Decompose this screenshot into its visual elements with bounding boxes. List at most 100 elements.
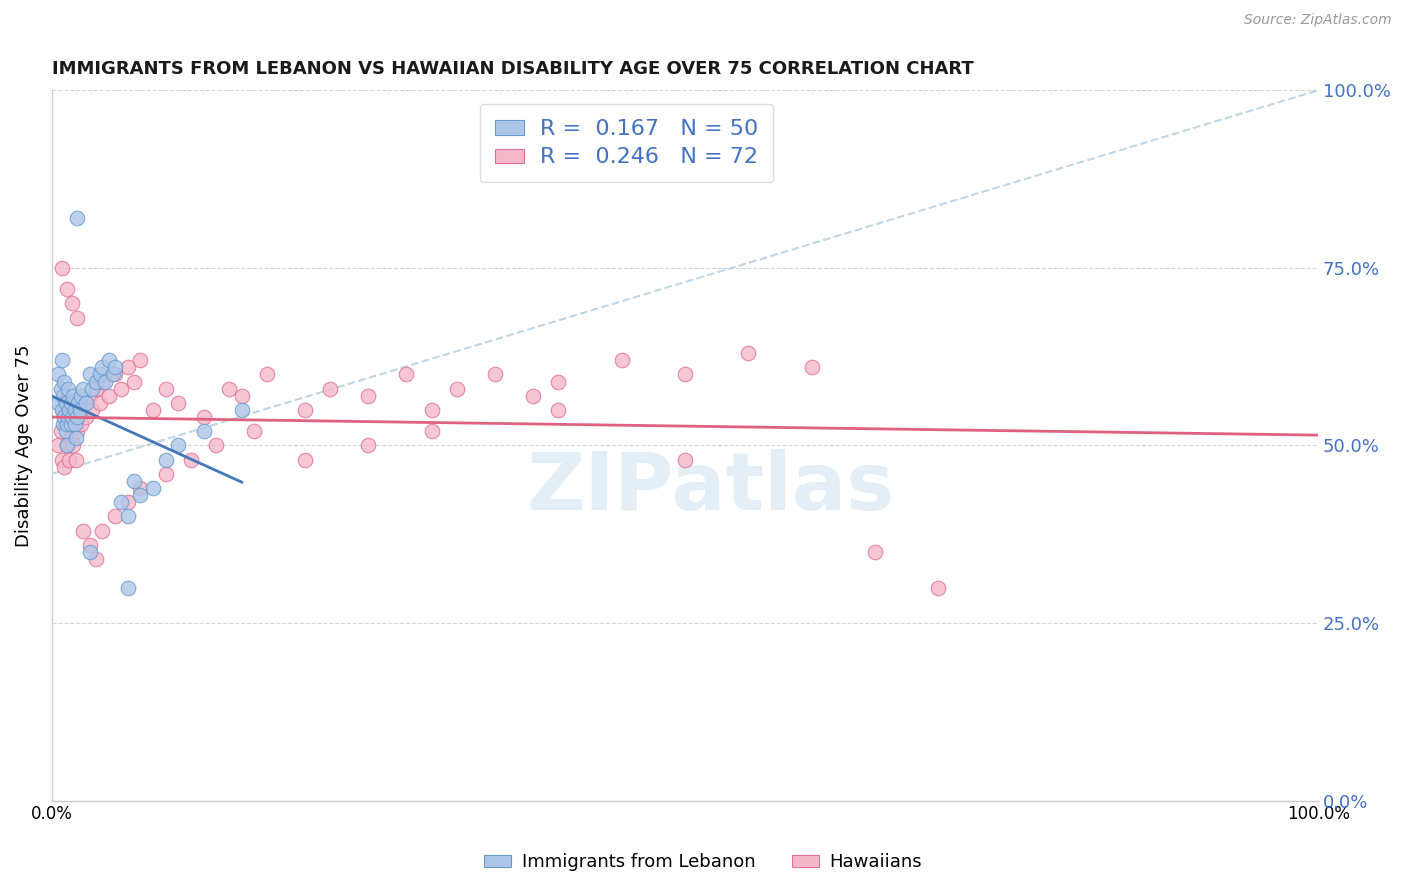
Text: IMMIGRANTS FROM LEBANON VS HAWAIIAN DISABILITY AGE OVER 75 CORRELATION CHART: IMMIGRANTS FROM LEBANON VS HAWAIIAN DISA… (52, 60, 973, 78)
Point (205, 438, 228, 452)
Point (60, 410, 83, 425)
Point (66, 410, 89, 425)
Point (55, 417, 77, 431)
Point (122, 474, 145, 488)
Point (53, 375, 76, 389)
Point (395, 368, 418, 382)
Point (91, 360, 114, 375)
Point (69, 403, 91, 417)
Point (63, 403, 86, 417)
Point (51, 260, 73, 275)
Point (101, 368, 124, 382)
Y-axis label: Disability Age Over 75: Disability Age Over 75 (15, 344, 32, 547)
Point (56, 438, 79, 452)
Point (522, 389, 544, 403)
Point (94, 375, 117, 389)
Point (58, 410, 80, 425)
Text: Source: ZipAtlas.com: Source: ZipAtlas.com (1244, 13, 1392, 28)
Point (56, 438, 79, 452)
Legend: R =  0.167   N = 50, R =  0.246   N = 72: R = 0.167 N = 50, R = 0.246 N = 72 (479, 104, 773, 182)
Point (129, 481, 152, 495)
Point (69, 403, 91, 417)
Point (863, 545, 886, 559)
Point (82, 403, 104, 417)
Point (142, 481, 165, 495)
Point (446, 382, 468, 396)
Point (65, 452, 87, 467)
Point (66, 211, 89, 226)
Point (142, 403, 165, 417)
Point (82, 382, 104, 396)
Point (167, 438, 190, 452)
Point (547, 403, 569, 417)
Point (294, 452, 316, 467)
Point (52, 389, 75, 403)
Point (155, 452, 177, 467)
Point (79, 538, 101, 552)
Point (129, 353, 152, 368)
Point (56, 417, 79, 431)
Point (58, 396, 80, 410)
Point (484, 368, 506, 382)
Point (62, 438, 84, 452)
Text: ZIPatlas: ZIPatlas (526, 449, 894, 527)
Point (51, 353, 73, 368)
Point (70, 389, 93, 403)
Point (67, 396, 90, 410)
Point (51, 403, 73, 417)
Point (79, 545, 101, 559)
Point (46, 368, 69, 382)
Point (218, 382, 240, 396)
Point (129, 488, 152, 502)
Legend: Immigrants from Lebanon, Hawaiians: Immigrants from Lebanon, Hawaiians (477, 847, 929, 879)
Point (53, 410, 76, 425)
Point (66, 424, 89, 438)
Point (84, 552, 107, 566)
Point (357, 438, 380, 452)
Point (89, 396, 111, 410)
Point (91, 524, 114, 538)
Point (49, 424, 72, 438)
Point (59, 417, 82, 431)
Point (547, 375, 569, 389)
Point (72, 524, 94, 538)
Point (63, 417, 86, 431)
Point (51, 452, 73, 467)
Point (117, 495, 139, 509)
Point (256, 368, 278, 382)
Point (52, 403, 75, 417)
Point (63, 417, 86, 431)
Point (97, 389, 120, 403)
Point (610, 353, 633, 368)
Point (420, 403, 443, 417)
Point (55, 396, 77, 410)
Point (231, 403, 253, 417)
Point (91, 375, 114, 389)
Point (53, 459, 76, 474)
Point (75, 410, 97, 425)
Point (62, 389, 84, 403)
Point (58, 403, 80, 417)
Point (104, 368, 127, 382)
Point (193, 410, 215, 425)
Point (52, 417, 75, 431)
Point (70, 417, 93, 431)
Point (75, 396, 97, 410)
Point (231, 389, 253, 403)
Point (84, 375, 107, 389)
Point (46, 438, 69, 452)
Point (357, 389, 380, 403)
Point (673, 368, 696, 382)
Point (79, 389, 101, 403)
Point (60, 296, 83, 310)
Point (66, 310, 89, 325)
Point (110, 382, 132, 396)
Point (84, 382, 107, 396)
Point (59, 431, 82, 445)
Point (117, 509, 139, 524)
Point (89, 368, 111, 382)
Point (673, 452, 696, 467)
Point (180, 452, 202, 467)
Point (55, 424, 77, 438)
Point (927, 581, 949, 595)
